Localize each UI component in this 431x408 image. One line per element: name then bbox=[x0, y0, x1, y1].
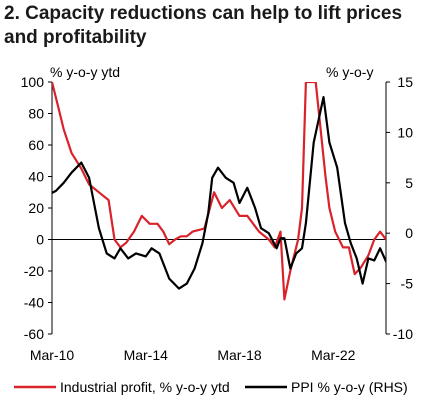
industrial-profit-line bbox=[52, 82, 386, 301]
left-tick-label: -40 bbox=[24, 295, 44, 311]
right-tick-label: 10 bbox=[397, 124, 413, 140]
right-tick-label: -5 bbox=[401, 276, 414, 292]
left-axis-unit-label: % y-o-y ytd bbox=[50, 64, 120, 80]
legend-label-ppi: PPI % y-o-y (RHS) bbox=[291, 379, 408, 395]
right-tick-label: -10 bbox=[393, 326, 413, 342]
ppi-line bbox=[52, 95, 386, 290]
left-tick-label: -60 bbox=[24, 326, 44, 342]
left-tick-label: 100 bbox=[21, 74, 45, 90]
left-tick-label: 20 bbox=[28, 200, 44, 216]
left-tick-label: 60 bbox=[28, 137, 44, 153]
x-tick-label: Mar-18 bbox=[217, 347, 262, 363]
right-tick-label: 5 bbox=[405, 175, 413, 191]
left-tick-label: 40 bbox=[28, 169, 44, 185]
legend-label-industrial-profit: Industrial profit, % y-o-y ytd bbox=[60, 379, 230, 395]
legend: Industrial profit, % y-o-y ytd PPI % y-o… bbox=[14, 379, 408, 395]
left-tick-label: 80 bbox=[28, 106, 44, 122]
left-tick-label: -20 bbox=[24, 263, 44, 279]
x-tick-label: Mar-10 bbox=[30, 347, 75, 363]
right-axis-unit-label: % y-o-y bbox=[326, 64, 373, 80]
right-tick-label: 15 bbox=[397, 74, 413, 90]
right-tick-label: 0 bbox=[405, 225, 413, 241]
x-tick-label: Mar-14 bbox=[124, 347, 169, 363]
x-tick-label: Mar-22 bbox=[311, 347, 356, 363]
left-tick-label: 0 bbox=[36, 232, 44, 248]
chart-title: 2. Capacity reductions can help to lift … bbox=[4, 3, 403, 48]
